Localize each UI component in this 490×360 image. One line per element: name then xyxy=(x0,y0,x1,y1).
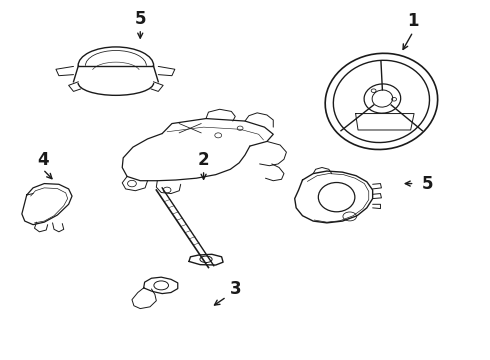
Text: 3: 3 xyxy=(229,280,241,298)
Text: 5: 5 xyxy=(422,175,434,193)
Text: 4: 4 xyxy=(37,151,49,169)
Text: 2: 2 xyxy=(198,151,209,169)
Ellipse shape xyxy=(325,53,438,149)
Text: 1: 1 xyxy=(407,12,419,30)
Text: 5: 5 xyxy=(134,10,146,28)
